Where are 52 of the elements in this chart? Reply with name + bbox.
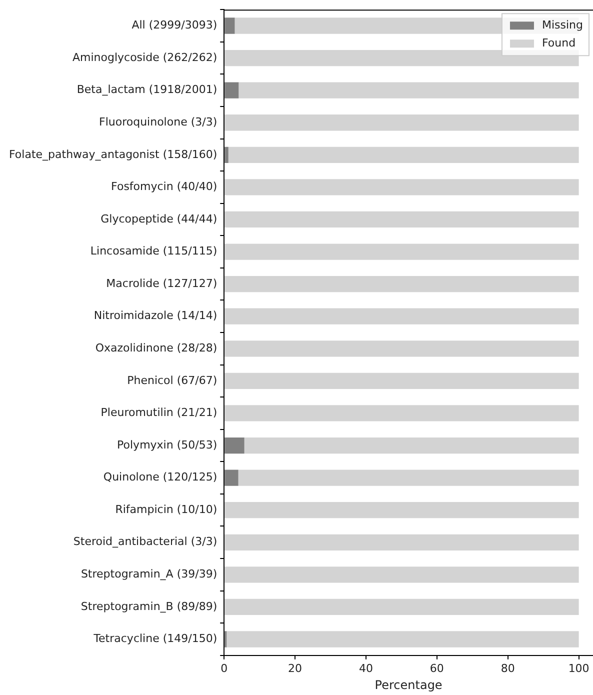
- bar: [224, 114, 579, 131]
- bar: [224, 598, 579, 616]
- x-tick-label: 0: [220, 662, 228, 675]
- y-tick-label: Beta_lactam (1918/2001): [76, 83, 218, 96]
- y-tick-label: Streptogramin_B (89/89): [80, 600, 218, 613]
- bar: [224, 502, 579, 518]
- y-tick-label: Macrolide (127/127): [106, 276, 218, 290]
- bar: [224, 437, 244, 454]
- bar: [224, 566, 579, 583]
- bar: [224, 534, 579, 550]
- x-tick-label: 100: [568, 662, 590, 675]
- y-tick-label: Aminoglycoside (262/262): [72, 50, 218, 64]
- bar: [238, 470, 579, 486]
- y-tick-label: All (2999/3093): [132, 18, 218, 32]
- bar: [224, 146, 228, 163]
- x-tick-label: 20: [288, 662, 302, 675]
- bar: [224, 179, 579, 196]
- legend-label: Missing: [542, 18, 584, 32]
- legend-label: Found: [542, 36, 576, 50]
- x-tick-label: 80: [500, 662, 515, 675]
- y-tick-label: Lincosamide (115/115): [90, 244, 218, 258]
- y-tick-label: Polymyxin (50/53): [117, 438, 218, 452]
- bar: [226, 631, 579, 648]
- bar: [224, 308, 579, 324]
- y-tick-label: Pleuromutilin (21/21): [100, 406, 218, 420]
- bar: [224, 340, 579, 357]
- y-tick-label: Fosfomycin (40/40): [111, 180, 218, 194]
- y-tick-label: Glycopeptide (44/44): [100, 212, 218, 226]
- y-tick-label: Oxazolidinone (28/28): [95, 342, 218, 355]
- bar: [224, 405, 579, 422]
- bar: [224, 372, 579, 390]
- y-tick-label: Folate_pathway_antagonist (158/160): [9, 148, 218, 161]
- x-axis-title: Percentage: [374, 678, 442, 692]
- bar: [224, 276, 579, 292]
- y-tick-label: Streptogramin_A (39/39): [80, 568, 218, 581]
- y-tick-label: Quinolone (120/125): [103, 470, 218, 484]
- x-tick-label: 40: [359, 662, 373, 675]
- bar: [224, 82, 239, 98]
- y-tick-label: Phenicol (67/67): [127, 374, 218, 387]
- y-tick-label: Tetracycline (149/150): [92, 632, 218, 646]
- y-tick-label: Rifampicin (10/10): [115, 502, 218, 516]
- bar: [244, 437, 579, 454]
- bar: [224, 211, 579, 228]
- bar: [238, 82, 579, 98]
- y-tick-label: Steroid_antibacterial (3/3): [73, 535, 218, 548]
- bar: [228, 146, 579, 163]
- bar: [224, 18, 235, 34]
- x-tick-label: 60: [430, 662, 444, 675]
- bar: [224, 244, 579, 260]
- y-tick-label: Fluoroquinolone (3/3): [99, 115, 218, 128]
- bar: [224, 470, 238, 486]
- y-tick-label: Nitroimidazole (14/14): [94, 309, 218, 322]
